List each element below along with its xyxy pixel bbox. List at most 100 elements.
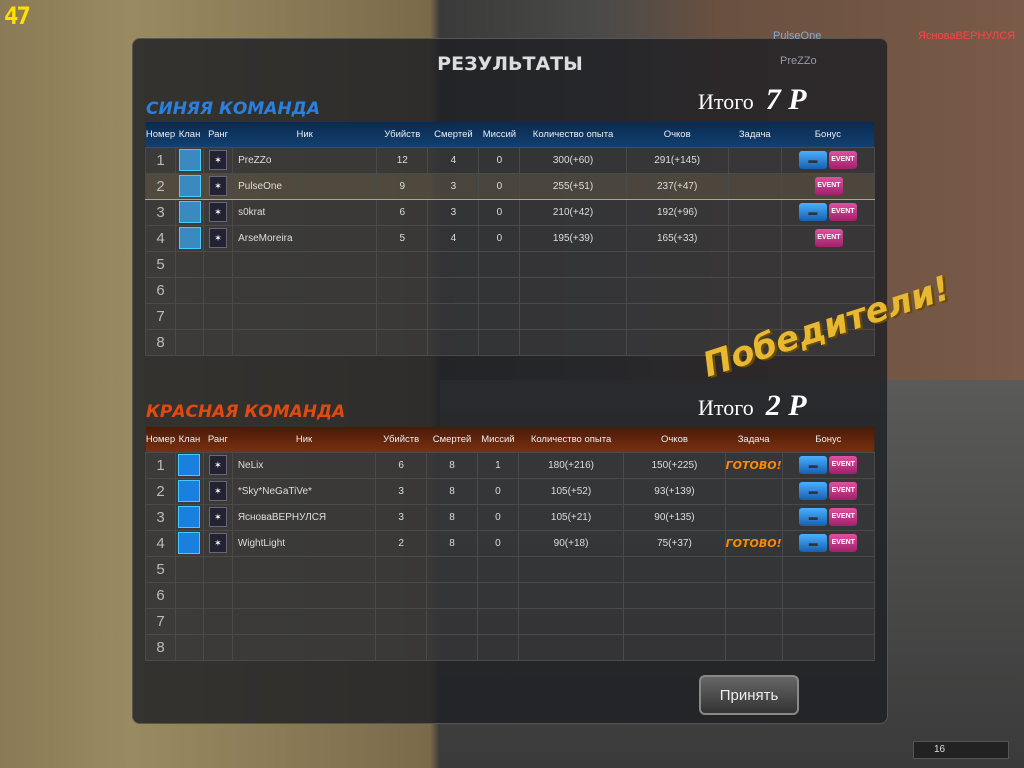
rank-cell: ✶ (203, 172, 234, 200)
clan-cell (175, 172, 205, 200)
rank-cell: ✶ (203, 198, 234, 226)
table-row[interactable]: 3 ✶ ЯсноваВЕРНУЛСЯ 3 8 0 105(+21) 90(+135) ▬… (145, 503, 876, 531)
bonus-cell (781, 581, 876, 609)
blue-team-table: Номер Клан Ранг Ник Убийств Смертей Миссий Коли… (144, 122, 876, 356)
event-bonus-icon[interactable]: EVENT (829, 482, 858, 500)
weapon-bonus-icon[interactable]: ▬ (798, 203, 827, 221)
bonus-cell (780, 302, 876, 330)
cell-missions: 0 (478, 146, 521, 174)
event-bonus-icon[interactable]: EVENT (828, 151, 857, 169)
weapon-bonus-icon[interactable]: ▬ (798, 151, 827, 169)
cell-task (727, 276, 782, 304)
cell-nick (231, 633, 377, 661)
cell-missions: 0 (478, 224, 521, 252)
column-header: Номер (145, 433, 176, 445)
table-row[interactable]: 7 (144, 302, 876, 330)
rank-cell (203, 302, 234, 330)
table-row[interactable]: 5 (144, 250, 876, 278)
bonus-cell: EVENT (780, 224, 876, 252)
table-row[interactable]: 7 (145, 607, 876, 635)
table-row[interactable]: 4 ✶ WightLight 2 8 0 90(+18) 75(+37) ГОТОВО!… (145, 529, 876, 557)
clan-cell (175, 328, 205, 356)
column-header: Смертей (434, 128, 473, 140)
bonus-cell (780, 250, 876, 278)
table-row[interactable]: 3 ✶ s0krat 6 3 0 210(+42) 192(+96) ▬ EVENT (144, 198, 876, 226)
column-header: Номер (145, 128, 176, 140)
cell-kills (375, 633, 428, 661)
rank-cell (202, 555, 233, 583)
cell-score: 90(+135) (623, 503, 726, 531)
cell-missions (476, 581, 519, 609)
accept-button[interactable]: Принять (699, 675, 799, 715)
table-row[interactable]: 4 ✶ ArseMoreira 5 4 0 195(+39) 165(+33) EVEN… (144, 224, 876, 252)
table-row[interactable]: 1 ✶ NeLix 6 8 1 180(+216) 150(+225) ГОТОВО! … (145, 451, 876, 479)
cell-score (625, 328, 729, 356)
cell-score: 75(+37) (623, 529, 726, 557)
cell-missions (478, 250, 521, 278)
rank-icon: ✶ (209, 228, 228, 248)
column-header: Клан (178, 128, 201, 140)
cell-score: 192(+96) (625, 198, 729, 226)
event-bonus-icon[interactable]: EVENT (829, 534, 858, 552)
cell-nick: NeLix (231, 451, 377, 479)
cell-deaths: 8 (426, 503, 478, 531)
rank-cell (202, 581, 233, 609)
cell-kills (375, 581, 428, 609)
weapon-bonus-icon[interactable]: ▬ (799, 482, 828, 500)
column-header: Очков (660, 433, 688, 445)
table-row[interactable]: 8 (145, 633, 876, 661)
cell-xp: 195(+39) (519, 224, 627, 252)
column-header: Клан (178, 433, 201, 445)
cell-nick (231, 555, 377, 583)
table-row[interactable]: 2 ✶ PulseOne 9 3 0 255(+51) 237(+47) EVENT (144, 172, 876, 200)
bonus-cell (781, 607, 876, 635)
clan-cell (174, 477, 204, 505)
event-bonus-icon[interactable]: EVENT (829, 508, 858, 526)
table-row[interactable]: 6 (144, 276, 876, 304)
results-panel: РЕЗУЛЬТАТЫ СИНЯЯ КОМАНДА Итого 7 P Номер К… (132, 38, 955, 724)
event-bonus-icon[interactable]: EVENT (814, 229, 843, 247)
cell-nick: ArseMoreira (232, 224, 378, 252)
cell-task (727, 224, 782, 252)
cell-kills (375, 555, 428, 583)
blue-team-label: СИНЯЯ КОМАНДА (146, 99, 320, 119)
cell-task: ГОТОВО! (724, 451, 783, 479)
cell-nick (232, 328, 378, 356)
cell-nick: *Sky*NeGaTiVe* (231, 477, 377, 505)
bonus-cell: ▬ EVENT (781, 451, 876, 479)
bonus-cell: ▬ EVENT (781, 477, 876, 505)
weapon-bonus-icon[interactable]: ▬ (799, 534, 828, 552)
event-bonus-icon[interactable]: EVENT (814, 177, 843, 195)
table-row[interactable]: 2 ✶ *Sky*NeGaTiVe* 3 8 0 105(+52) 93(+139) ▬… (145, 477, 876, 505)
row-number: 5 (144, 250, 177, 278)
column-header: Убийств (383, 433, 420, 445)
column-header: Количество опыта (532, 128, 614, 140)
event-bonus-icon[interactable]: EVENT (829, 456, 858, 474)
weapon-bonus-icon[interactable]: ▬ (799, 456, 828, 474)
bonus-cell (781, 555, 876, 583)
row-number: 4 (145, 529, 176, 557)
cell-task (724, 555, 783, 583)
clan-cell (174, 633, 204, 661)
cell-task (727, 198, 782, 226)
bonus-cell (781, 633, 876, 661)
table-row[interactable]: 8 (144, 328, 876, 356)
row-number: 1 (145, 451, 176, 479)
cell-missions: 0 (476, 503, 519, 531)
table-row[interactable]: 1 ✶ PreZZo 12 4 0 300(+60) 291(+145) ▬ EVENT (144, 146, 876, 174)
cell-task (724, 477, 783, 505)
table-row[interactable]: 6 (145, 581, 876, 609)
cell-missions (476, 555, 519, 583)
clan-cell (174, 529, 204, 557)
column-header: Ник (296, 128, 313, 140)
column-header: Задача (737, 433, 770, 445)
clan-cell (174, 555, 204, 583)
cell-kills (376, 276, 429, 304)
cell-kills: 2 (375, 529, 428, 557)
row-number: 8 (144, 328, 177, 356)
cell-xp (517, 555, 625, 583)
cell-deaths: 3 (427, 198, 480, 226)
event-bonus-icon[interactable]: EVENT (828, 203, 857, 221)
weapon-bonus-icon[interactable]: ▬ (799, 508, 828, 526)
table-row[interactable]: 5 (145, 555, 876, 583)
